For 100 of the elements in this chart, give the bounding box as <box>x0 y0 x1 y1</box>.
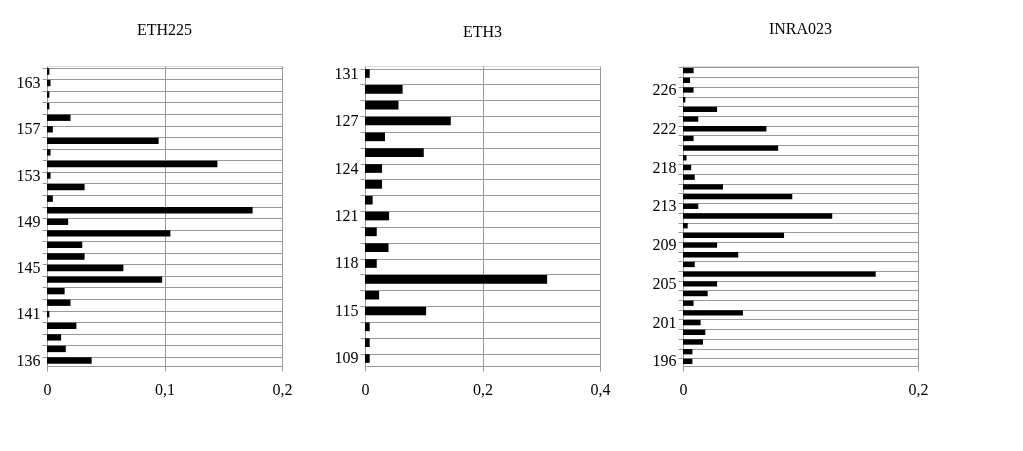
bar <box>683 223 688 229</box>
y-tick-label: 109 <box>334 349 359 367</box>
bar <box>365 227 377 237</box>
y-tick-label: 205 <box>652 274 677 292</box>
bar <box>683 213 833 219</box>
bar <box>683 319 701 326</box>
y-tick-label: 145 <box>16 259 41 277</box>
bar <box>683 135 694 142</box>
bar <box>365 164 383 173</box>
chart-title: ETH225 <box>136 20 193 38</box>
x-tick-label: 0 <box>361 380 370 398</box>
bar <box>47 137 159 145</box>
x-tick-label: 0 <box>43 380 52 398</box>
bar <box>683 300 694 306</box>
bar <box>365 132 385 142</box>
bar <box>365 306 427 316</box>
y-tick-label: 196 <box>652 352 677 370</box>
y-tick-label: 218 <box>652 158 677 176</box>
y-tick-label: 226 <box>652 80 677 98</box>
bar <box>683 116 699 122</box>
y-tick-label: 209 <box>652 236 677 254</box>
bar <box>683 242 718 248</box>
bar <box>683 339 703 345</box>
bar <box>683 106 718 113</box>
bar <box>47 218 69 225</box>
bar <box>47 160 218 168</box>
bar <box>47 183 85 191</box>
bar <box>47 357 92 364</box>
bar <box>365 69 370 78</box>
bar <box>683 77 691 83</box>
x-tick-label: 0,2 <box>272 380 293 398</box>
bar <box>683 329 706 335</box>
bar <box>47 345 66 353</box>
bar <box>47 230 171 237</box>
bar <box>47 264 124 272</box>
bar <box>47 68 50 75</box>
x-tick-label: 0,2 <box>908 380 929 398</box>
y-tick-label: 163 <box>16 74 41 92</box>
y-tick-label: 131 <box>334 64 359 82</box>
x-tick-label: 0,4 <box>590 380 611 398</box>
bar <box>365 243 389 253</box>
y-tick-label: 222 <box>652 119 677 137</box>
y-tick-label: 157 <box>16 120 41 138</box>
bar <box>683 126 767 132</box>
bar <box>683 184 723 190</box>
bar <box>365 338 370 347</box>
chart-title: ETH3 <box>462 23 503 41</box>
bar <box>683 193 793 200</box>
bar <box>365 148 424 158</box>
bar <box>365 354 370 363</box>
bar <box>47 172 51 179</box>
y-tick-label: 124 <box>334 159 359 177</box>
x-tick-label: 0 <box>679 380 688 398</box>
bar <box>365 100 399 110</box>
bar <box>683 310 743 316</box>
y-tick-label: 153 <box>16 166 41 184</box>
y-tick-label: 115 <box>335 301 359 319</box>
bar <box>47 322 77 330</box>
bar <box>47 195 53 202</box>
bar <box>47 126 53 133</box>
bar <box>365 259 377 268</box>
bar <box>365 179 383 189</box>
y-tick-label: 213 <box>652 197 677 215</box>
bar <box>365 116 451 126</box>
bar <box>683 155 687 161</box>
bar <box>365 274 548 284</box>
bar <box>47 253 85 260</box>
bar <box>683 252 739 258</box>
bar <box>365 85 403 94</box>
bar <box>47 207 253 214</box>
y-tick-label: 127 <box>334 112 359 130</box>
bar <box>683 290 708 297</box>
bar <box>683 174 695 180</box>
bar <box>47 299 71 306</box>
bar <box>47 91 50 98</box>
bar <box>47 79 51 87</box>
bar <box>683 164 692 171</box>
bar <box>683 67 694 74</box>
y-tick-label: 118 <box>335 254 359 272</box>
bar <box>47 149 51 156</box>
bar <box>683 232 785 239</box>
chart-title: INRA023 <box>768 20 833 38</box>
bar <box>47 334 62 341</box>
bar <box>683 281 718 287</box>
y-tick-label: 149 <box>16 212 41 230</box>
y-tick-label: 141 <box>16 305 41 323</box>
x-tick-label: 0,2 <box>473 380 493 398</box>
bar <box>683 349 693 355</box>
y-tick-label: 121 <box>334 207 359 224</box>
bar <box>47 276 163 283</box>
x-tick-label: 0,1 <box>155 380 175 398</box>
bar <box>47 114 71 121</box>
bar <box>365 322 370 332</box>
y-tick-label: 136 <box>16 351 41 369</box>
bar <box>683 145 779 151</box>
bar <box>365 211 390 221</box>
bar <box>47 241 83 249</box>
bar <box>683 203 699 209</box>
bar <box>683 358 693 365</box>
bar <box>683 271 876 277</box>
